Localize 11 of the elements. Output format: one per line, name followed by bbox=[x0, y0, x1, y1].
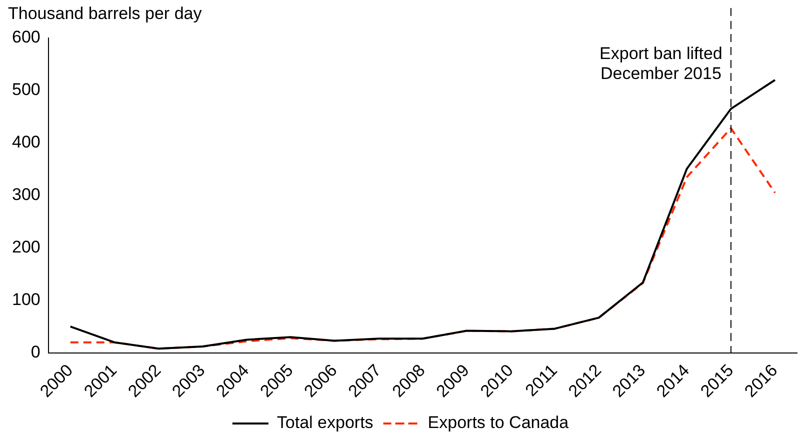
y-tick-label: 500 bbox=[12, 80, 40, 100]
legend-label: Total exports bbox=[276, 413, 374, 432]
y-tick-label: 0 bbox=[30, 342, 40, 362]
legend-label: Exports to Canada bbox=[428, 413, 570, 432]
y-tick-label: 600 bbox=[12, 28, 40, 47]
y-tick-label: 400 bbox=[12, 132, 40, 152]
y-tick-label: 200 bbox=[12, 238, 40, 257]
y-tick-label: 100 bbox=[12, 290, 40, 310]
ref-line-label: Export ban lifted December 2015 bbox=[600, 44, 722, 84]
y-axis-title: Thousand barrels per day bbox=[8, 4, 202, 24]
y-tick-label: 300 bbox=[12, 185, 40, 204]
